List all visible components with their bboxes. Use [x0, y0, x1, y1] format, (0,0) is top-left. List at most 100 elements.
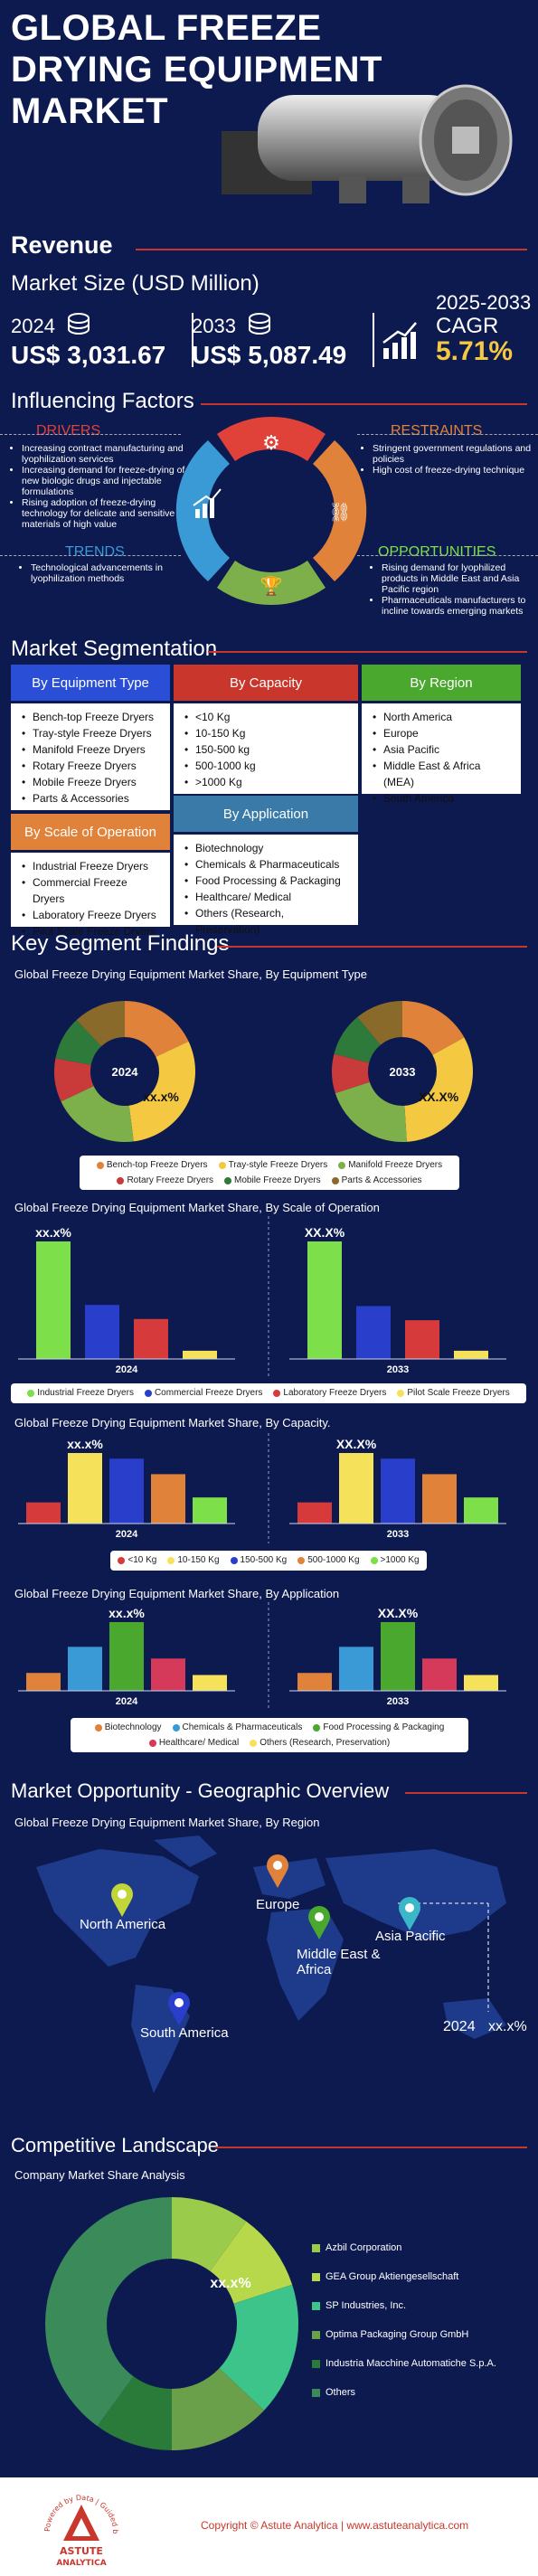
revenue-year-2024: 2024: [11, 315, 55, 337]
cagr-value: 5.71%: [436, 336, 514, 366]
by-scale-of-operation-header: By Scale of Operation: [11, 814, 170, 850]
market-segmentation-title: Market Segmentation: [11, 637, 218, 661]
region-value: xx.x%: [488, 2019, 527, 2034]
donut-2033-slice-bench-top-freeze-dryers: [402, 1001, 465, 1055]
application-bar-charts: xx.x% 2024 XX.X% 2033: [18, 1602, 506, 1711]
legend-swatch: [172, 1723, 180, 1731]
footer-website-link[interactable]: www.astuteanalytica.com: [346, 2519, 469, 2532]
company-legend-azbil-corporation: Azbil Corporation: [312, 2233, 529, 2262]
trends-list: Technological advancements in lyophiliza…: [20, 562, 193, 584]
restraints-title: RESTRAINTS: [391, 423, 483, 439]
legend-swatch: [230, 1557, 238, 1564]
application-legend-chemicals-pharmaceuticals: Chemicals & Pharmaceuticals: [172, 1721, 302, 1734]
bar-2033-laboratory-freeze-dryers: [405, 1320, 439, 1359]
bar-2033-10-150-kg: [339, 1453, 373, 1524]
capacity-legend-10-kg: <10 Kg: [118, 1553, 156, 1568]
bar-2024-1000-kg: [193, 1497, 227, 1524]
capacity-legend-500-1000-kg: 500-1000 Kg: [297, 1553, 360, 1568]
revenue-title: Revenue: [11, 231, 113, 259]
legend-label: >1000 Kg: [380, 1555, 420, 1565]
world-map: [36, 1835, 506, 2093]
legend-swatch: [312, 2359, 320, 2368]
donut-2033-slice-rotary-freeze-dryers: [332, 1053, 370, 1094]
application-legend-food-processing-packaging: Food Processing & Packaging: [313, 1721, 444, 1734]
legend-swatch: [297, 1557, 306, 1564]
revenue-value-2024: US$ 3,031.67: [11, 341, 166, 369]
legend-label: 500-1000 Kg: [307, 1555, 360, 1565]
legend-label: Food Processing & Packaging: [323, 1722, 445, 1732]
scale-of-operation-legend: Industrial Freeze Dryers Commercial Freez…: [11, 1383, 526, 1403]
scale-legend-commercial-freeze-dryers: Commercial Freeze Dryers: [144, 1386, 262, 1401]
legend-label: Industrial Freeze Dryers: [37, 1388, 134, 1398]
bar-2033-healthcare-medical: [422, 1658, 457, 1691]
legend-label: Parts & Accessories: [341, 1175, 422, 1185]
legend-label: Others: [326, 2387, 356, 2398]
bar-data-label: xx.x%: [67, 1437, 103, 1451]
legend-label: Pilot Scale Freeze Dryers: [407, 1388, 510, 1398]
bar-2024-150-500-kg: [109, 1458, 144, 1524]
by-region-header: By Region: [362, 665, 521, 701]
company-legend-optima-packaging-group-gmbh: Optima Packaging Group GmbH: [312, 2320, 529, 2349]
donut-2033-slice-manifold-freeze-dryers: [335, 1081, 407, 1142]
region-label-europe: Europe: [256, 1897, 300, 1912]
legend-swatch: [312, 2330, 320, 2339]
company-legend-others: Others: [312, 2378, 529, 2407]
legend-swatch: [96, 1161, 104, 1169]
middle-east-africa-pin-icon: [308, 1906, 330, 1939]
legend-swatch: [273, 1390, 281, 1397]
bar-2033-biotechnology: [297, 1673, 332, 1691]
capacity-bar-charts: xx.x% 2024 XX.X% 2033: [18, 1433, 506, 1543]
application-legend-biotechnology: Biotechnology: [94, 1721, 162, 1734]
application-list: Biotechnology Chemicals & Pharmaceutical…: [174, 835, 358, 936]
legend-swatch: [218, 1161, 226, 1169]
capacity-legend-1000-kg: >1000 Kg: [370, 1553, 420, 1568]
legend-swatch: [167, 1557, 175, 1564]
geographic-overview-title: Market Opportunity - Geographic Overview: [11, 1779, 390, 1802]
freeze-dryer-machine-icon: [222, 84, 513, 203]
legend-label: Laboratory Freeze Dryers: [283, 1388, 387, 1398]
legend-label: Bench-top Freeze Dryers: [106, 1159, 208, 1170]
influencing-factors-title: Influencing Factors: [11, 389, 194, 413]
bar-group-year-label: 2033: [387, 1529, 409, 1540]
company-slice-azbil-corporation: [172, 2197, 247, 2271]
capacity-chart-title: Global Freeze Drying Equipment Market Sh…: [14, 1416, 331, 1430]
factors-wheel: ⚙ ⛓ 🏆: [175, 416, 367, 606]
legend-label: Tray-style Freeze Dryers: [228, 1159, 328, 1170]
donut-2024-slice-rotary-freeze-dryers: [54, 1058, 94, 1102]
donut-2033-slice-mobile-freeze-dryers: [334, 1016, 381, 1063]
svg-text:ANALYTICA: ANALYTICA: [56, 2559, 106, 2568]
legend-swatch: [27, 1390, 35, 1397]
competitive-landscape-title: Competitive Landscape: [11, 2134, 219, 2156]
bar-group-year-label: 2033: [387, 1364, 409, 1375]
trophy-icon: 🏆: [260, 575, 283, 597]
donut-2033-slice-parts-accessories: [357, 1001, 402, 1045]
legend-label: Others (Research, Preservation): [260, 1737, 391, 1748]
legend-label: 150-500 Kg: [240, 1555, 288, 1565]
legend-swatch: [397, 1390, 405, 1397]
europe-pin-icon: [267, 1854, 288, 1888]
scale-legend-pilot-scale-freeze-dryers: Pilot Scale Freeze Dryers: [397, 1386, 510, 1401]
scale-legend-laboratory-freeze-dryers: Laboratory Freeze Dryers: [273, 1386, 386, 1401]
equipment-type-legend: Bench-top Freeze Dryers Tray-style Freeze…: [80, 1156, 459, 1190]
region-label-asia-pacific: Asia Pacific: [375, 1929, 446, 1944]
drivers-title: DRIVERS: [36, 423, 101, 439]
by-equipment-type-header: By Equipment Type: [11, 665, 170, 701]
company-share-chart-title: Company Market Share Analysis: [14, 2168, 185, 2182]
legend-swatch: [312, 2301, 320, 2310]
region-list: North America Europe Asia Pacific Middle…: [362, 703, 521, 807]
legend-swatch: [313, 1723, 321, 1731]
legend-label: Industria Macchine Automatiche S.p.A.: [326, 2358, 496, 2369]
application-chart-title: Global Freeze Drying Equipment Market Sh…: [14, 1587, 340, 1600]
legend-swatch: [94, 1723, 102, 1731]
bar-2033-500-1000-kg: [422, 1474, 457, 1524]
equipment-legend-tray-style-freeze-dryers: Tray-style Freeze Dryers: [218, 1158, 328, 1172]
region-year: 2024: [443, 2019, 476, 2034]
legend-label: Biotechnology: [104, 1722, 162, 1732]
bar-2024-commercial-freeze-dryers: [85, 1305, 119, 1359]
capacity-legend-150-500-kg: 150-500 Kg: [230, 1553, 288, 1568]
trends-title: TRENDS: [65, 544, 125, 560]
revenue-value-2033: US$ 5,087.49: [192, 341, 347, 369]
key-segment-findings-title: Key Segment Findings: [11, 931, 230, 956]
legend-label: 10-150 Kg: [177, 1555, 220, 1565]
bar-data-label: XX.X%: [336, 1437, 377, 1451]
